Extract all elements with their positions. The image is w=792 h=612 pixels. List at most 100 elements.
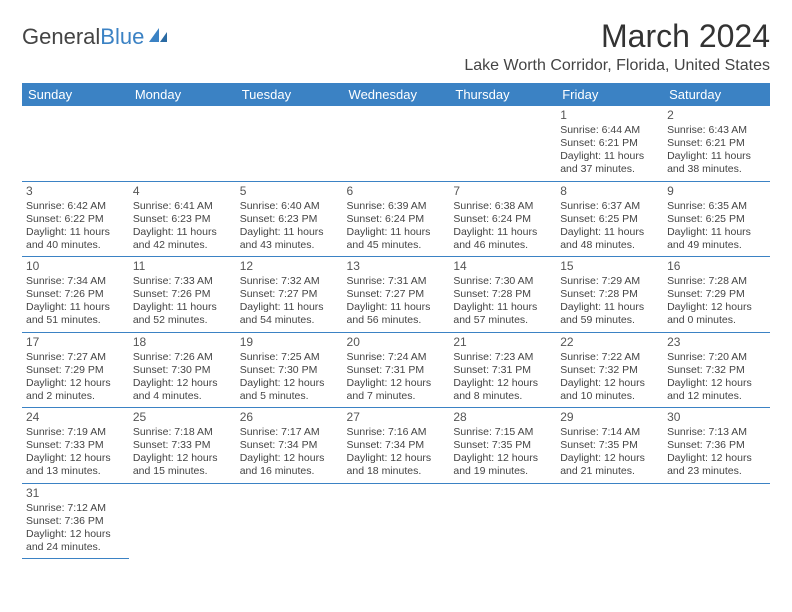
sunrise-text: Sunrise: 7:34 AM [26,275,125,288]
sunrise-text: Sunrise: 6:44 AM [560,124,659,137]
day-number: 10 [26,259,125,274]
day-number: 31 [26,486,125,501]
daylight-text: Daylight: 12 hours and 0 minutes. [667,301,766,327]
daylight-text: Daylight: 11 hours and 57 minutes. [453,301,552,327]
sunset-text: Sunset: 6:21 PM [560,137,659,150]
calendar-cell: 4Sunrise: 6:41 AMSunset: 6:23 PMDaylight… [129,181,236,257]
sunrise-text: Sunrise: 6:39 AM [347,200,446,213]
calendar-cell: 25Sunrise: 7:18 AMSunset: 7:33 PMDayligh… [129,408,236,484]
sunrise-text: Sunrise: 7:18 AM [133,426,232,439]
calendar-cell: 14Sunrise: 7:30 AMSunset: 7:28 PMDayligh… [449,257,556,333]
sunset-text: Sunset: 7:32 PM [560,364,659,377]
daylight-text: Daylight: 12 hours and 7 minutes. [347,377,446,403]
calendar-cell: 7Sunrise: 6:38 AMSunset: 6:24 PMDaylight… [449,181,556,257]
sunset-text: Sunset: 7:26 PM [26,288,125,301]
calendar-cell [129,106,236,181]
sunrise-text: Sunrise: 7:12 AM [26,502,125,515]
day-number: 14 [453,259,552,274]
sunset-text: Sunset: 7:29 PM [26,364,125,377]
daylight-text: Daylight: 12 hours and 5 minutes. [240,377,339,403]
calendar-cell: 3Sunrise: 6:42 AMSunset: 6:22 PMDaylight… [22,181,129,257]
daylight-text: Daylight: 11 hours and 40 minutes. [26,226,125,252]
sunrise-text: Sunrise: 7:31 AM [347,275,446,288]
daylight-text: Daylight: 11 hours and 43 minutes. [240,226,339,252]
sunset-text: Sunset: 7:30 PM [240,364,339,377]
calendar-cell: 17Sunrise: 7:27 AMSunset: 7:29 PMDayligh… [22,332,129,408]
day-number: 21 [453,335,552,350]
calendar-cell [236,483,343,559]
sunrise-text: Sunrise: 7:25 AM [240,351,339,364]
sunrise-text: Sunrise: 7:33 AM [133,275,232,288]
sunset-text: Sunset: 7:30 PM [133,364,232,377]
sunset-text: Sunset: 7:27 PM [240,288,339,301]
calendar-cell: 9Sunrise: 6:35 AMSunset: 6:25 PMDaylight… [663,181,770,257]
daylight-text: Daylight: 11 hours and 46 minutes. [453,226,552,252]
calendar-cell: 10Sunrise: 7:34 AMSunset: 7:26 PMDayligh… [22,257,129,333]
sunset-text: Sunset: 7:34 PM [240,439,339,452]
logo-text-1: General [22,24,100,50]
calendar-cell: 23Sunrise: 7:20 AMSunset: 7:32 PMDayligh… [663,332,770,408]
sunrise-text: Sunrise: 7:29 AM [560,275,659,288]
day-header: Friday [556,83,663,106]
day-header: Tuesday [236,83,343,106]
calendar-cell: 12Sunrise: 7:32 AMSunset: 7:27 PMDayligh… [236,257,343,333]
sunrise-text: Sunrise: 7:22 AM [560,351,659,364]
sunrise-text: Sunrise: 7:27 AM [26,351,125,364]
calendar-cell [343,483,450,559]
daylight-text: Daylight: 12 hours and 24 minutes. [26,528,125,554]
sunset-text: Sunset: 7:28 PM [560,288,659,301]
day-number: 12 [240,259,339,274]
calendar-table: SundayMondayTuesdayWednesdayThursdayFrid… [22,83,770,559]
day-number: 25 [133,410,232,425]
day-number: 27 [347,410,446,425]
daylight-text: Daylight: 12 hours and 18 minutes. [347,452,446,478]
sunset-text: Sunset: 7:32 PM [667,364,766,377]
calendar-cell: 30Sunrise: 7:13 AMSunset: 7:36 PMDayligh… [663,408,770,484]
daylight-text: Daylight: 12 hours and 13 minutes. [26,452,125,478]
sunset-text: Sunset: 7:29 PM [667,288,766,301]
daylight-text: Daylight: 11 hours and 52 minutes. [133,301,232,327]
sunset-text: Sunset: 7:31 PM [347,364,446,377]
calendar-cell: 29Sunrise: 7:14 AMSunset: 7:35 PMDayligh… [556,408,663,484]
daylight-text: Daylight: 11 hours and 38 minutes. [667,150,766,176]
day-number: 23 [667,335,766,350]
sunrise-text: Sunrise: 7:17 AM [240,426,339,439]
sunset-text: Sunset: 6:25 PM [560,213,659,226]
calendar-cell: 26Sunrise: 7:17 AMSunset: 7:34 PMDayligh… [236,408,343,484]
calendar-cell [129,483,236,559]
sunset-text: Sunset: 7:35 PM [560,439,659,452]
sunrise-text: Sunrise: 7:32 AM [240,275,339,288]
daylight-text: Daylight: 11 hours and 45 minutes. [347,226,446,252]
sunset-text: Sunset: 6:23 PM [133,213,232,226]
daylight-text: Daylight: 11 hours and 56 minutes. [347,301,446,327]
sunset-text: Sunset: 7:33 PM [133,439,232,452]
sunrise-text: Sunrise: 7:28 AM [667,275,766,288]
calendar-cell: 16Sunrise: 7:28 AMSunset: 7:29 PMDayligh… [663,257,770,333]
day-number: 7 [453,184,552,199]
sunset-text: Sunset: 7:34 PM [347,439,446,452]
day-number: 6 [347,184,446,199]
sunrise-text: Sunrise: 6:35 AM [667,200,766,213]
sunrise-text: Sunrise: 6:38 AM [453,200,552,213]
sunset-text: Sunset: 7:35 PM [453,439,552,452]
day-number: 9 [667,184,766,199]
day-number: 16 [667,259,766,274]
sunrise-text: Sunrise: 7:26 AM [133,351,232,364]
sunrise-text: Sunrise: 7:20 AM [667,351,766,364]
calendar-cell: 13Sunrise: 7:31 AMSunset: 7:27 PMDayligh… [343,257,450,333]
sunset-text: Sunset: 7:27 PM [347,288,446,301]
calendar-cell [449,483,556,559]
daylight-text: Daylight: 11 hours and 49 minutes. [667,226,766,252]
daylight-text: Daylight: 11 hours and 42 minutes. [133,226,232,252]
day-number: 5 [240,184,339,199]
sunrise-text: Sunrise: 6:37 AM [560,200,659,213]
calendar-cell: 21Sunrise: 7:23 AMSunset: 7:31 PMDayligh… [449,332,556,408]
day-header: Saturday [663,83,770,106]
day-number: 26 [240,410,339,425]
daylight-text: Daylight: 12 hours and 16 minutes. [240,452,339,478]
daylight-text: Daylight: 12 hours and 4 minutes. [133,377,232,403]
sunrise-text: Sunrise: 7:16 AM [347,426,446,439]
sunset-text: Sunset: 7:26 PM [133,288,232,301]
sunset-text: Sunset: 7:33 PM [26,439,125,452]
day-header: Monday [129,83,236,106]
